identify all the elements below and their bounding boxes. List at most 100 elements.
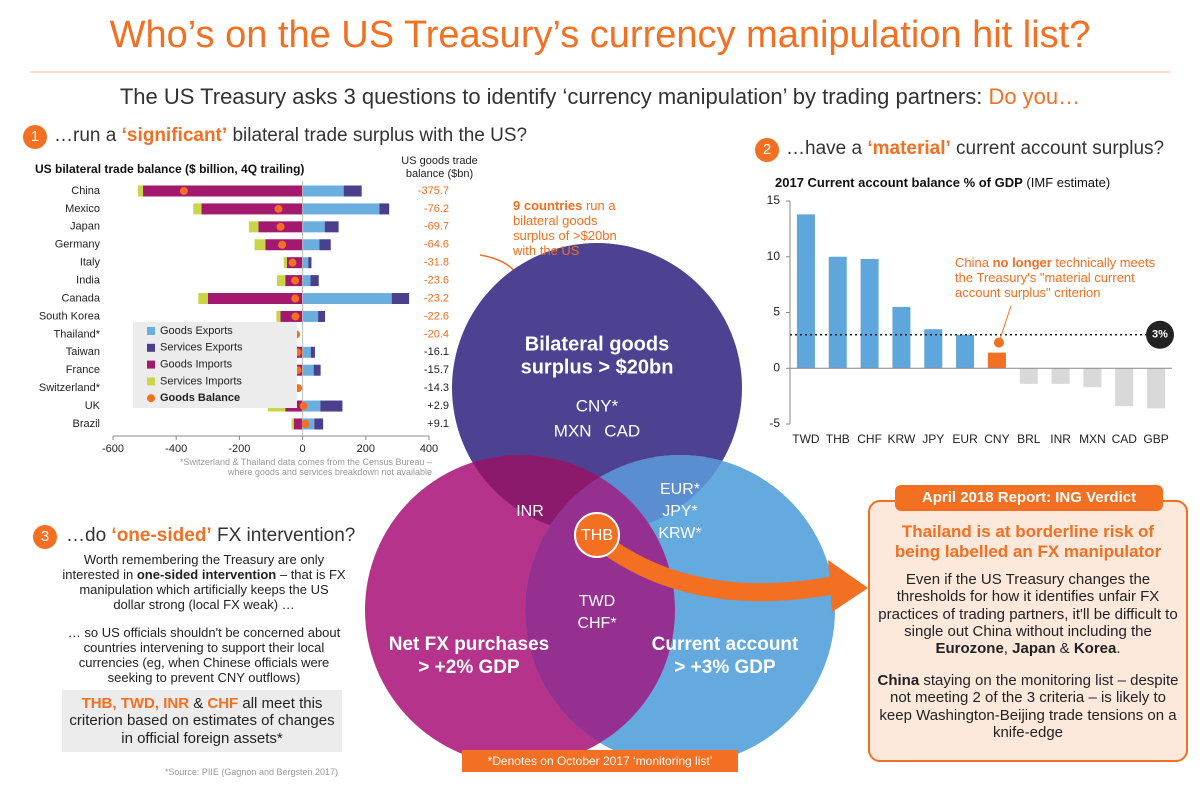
x-tick-label: CHF	[857, 432, 882, 446]
text: current account surplus?	[950, 138, 1165, 159]
q3-paragraph: Worth remembering the Treasury are only …	[62, 552, 346, 613]
y-tick-label: -5	[769, 416, 780, 430]
legend-marker	[147, 360, 155, 369]
emphasis: Eurozone	[935, 640, 1004, 657]
venn-member: KRW*	[658, 525, 701, 542]
title-text: 2017 Current account balance % of GDP	[775, 175, 1023, 190]
bar-segment	[308, 257, 312, 269]
text: …do	[66, 525, 112, 546]
bar-segment	[277, 275, 286, 287]
bar-segment	[302, 400, 321, 412]
x-tick-label: -600	[102, 443, 124, 455]
balance-label: -64.6	[424, 239, 449, 251]
annotation-pointer	[998, 305, 1012, 343]
subtitle: The US Treasury asks 3 questions to iden…	[0, 84, 1200, 109]
bar-segment	[302, 185, 344, 197]
balance-label: -375.7	[418, 185, 449, 197]
balance-label: -23.2	[424, 292, 449, 304]
bar-segment	[310, 346, 315, 358]
bar-segment	[201, 203, 303, 215]
bar-segment	[143, 185, 303, 197]
verdict-paragraph: China staying on the monitoring list – d…	[876, 672, 1180, 741]
venn-member: INR	[516, 503, 544, 520]
x-tick-label: 200	[357, 443, 375, 455]
x-tick-label: INR	[1050, 432, 1071, 446]
x-tick-label: -400	[165, 443, 187, 455]
emphasis: ‘material’	[867, 138, 951, 159]
q3-box: THB, TWD, INR & CHF all meet this criter…	[62, 690, 342, 752]
bar-segment	[310, 275, 319, 287]
text: FX intervention?	[211, 525, 356, 546]
bar-segment	[319, 239, 331, 251]
x-tick-label: 0	[300, 443, 306, 455]
venn-label: > +3% GDP	[674, 657, 776, 678]
bar	[1115, 368, 1134, 407]
balance-label: -76.2	[424, 203, 449, 215]
venn-label: Current account	[652, 634, 799, 655]
balance-dot	[278, 240, 287, 249]
venn-member: CHF*	[577, 615, 616, 632]
legend-box	[133, 322, 297, 408]
venn-member: JPY*	[662, 503, 698, 520]
bar-segment	[254, 239, 266, 251]
bar-segment	[302, 346, 311, 358]
bar	[892, 306, 911, 369]
venn-member: EUR*	[660, 481, 700, 498]
balance-label: -14.3	[424, 382, 449, 394]
annotation-dot	[993, 337, 1004, 348]
bar-segment	[324, 221, 339, 233]
x-tick-label: THB	[826, 432, 850, 446]
text: staying on the monitoring list – despite…	[879, 672, 1179, 741]
text: run a bilateral goods surplus of >$20bn …	[513, 198, 617, 258]
legend-marker	[147, 394, 155, 403]
emphasis: one-sided intervention	[136, 566, 277, 582]
q3-paragraph: … so US officials shouldn't be concerned…	[67, 625, 341, 685]
emphasis: ‘significant’	[121, 125, 228, 146]
venn-member: THB	[581, 527, 613, 544]
x-tick-label: CAD	[1112, 432, 1138, 446]
venn-center	[574, 512, 620, 558]
bar-segment	[248, 221, 259, 233]
venn-member: TWD	[579, 593, 615, 610]
category-label: Switzerland*	[39, 382, 101, 394]
emphasis: Korea	[1073, 640, 1117, 657]
bar-segment	[302, 239, 320, 251]
verdict-box	[868, 500, 1188, 762]
y-tick-label: 0	[773, 360, 780, 374]
y-tick-label: 5	[773, 305, 780, 319]
bar-segment	[193, 203, 202, 215]
legend-marker	[147, 343, 155, 352]
balance-dot	[291, 294, 300, 303]
x-tick-label: 400	[420, 443, 438, 455]
balance-dot	[276, 222, 285, 231]
venn-label: surplus > $20bn	[521, 356, 674, 378]
balance-dot	[274, 204, 283, 213]
chart-footnote: *Switzerland & Thailand data comes from …	[180, 457, 432, 478]
balance-dot	[291, 276, 300, 285]
category-label: South Korea	[39, 310, 101, 322]
chart-title: US bilateral trade balance ($ billion, 4…	[35, 162, 305, 176]
category-label: Taiwan	[66, 346, 100, 358]
bar	[796, 214, 815, 369]
bar-segment	[302, 293, 392, 305]
emphasis: ‘one-sided’	[111, 525, 212, 546]
text: all meet this criterion based on estimat…	[69, 695, 335, 747]
legend-label: Services Exports	[160, 342, 243, 354]
balance-label: -23.6	[424, 275, 449, 287]
subtitle-text: The US Treasury asks 3 questions to iden…	[119, 84, 989, 109]
bar-segment	[302, 364, 314, 376]
category-label: Japan	[70, 221, 100, 233]
category-label: India	[76, 275, 101, 287]
callout: 9 countries run a bilateral goods surplu…	[513, 198, 638, 259]
verdict-arrow-head	[828, 560, 868, 612]
emphasis: CHF	[207, 695, 239, 712]
verdict-arrow	[604, 540, 837, 602]
venn-labels: Bilateral goods surplus > $20bn CNY* MXN…	[389, 333, 799, 678]
category-label: UK	[85, 400, 101, 412]
text: Even if the US Treasury changes the thre…	[878, 571, 1178, 640]
emphasis: Japan	[1012, 640, 1056, 657]
bar-segment	[302, 221, 325, 233]
category-label: France	[66, 364, 100, 376]
emphasis: THB, TWD, INR	[81, 695, 190, 712]
